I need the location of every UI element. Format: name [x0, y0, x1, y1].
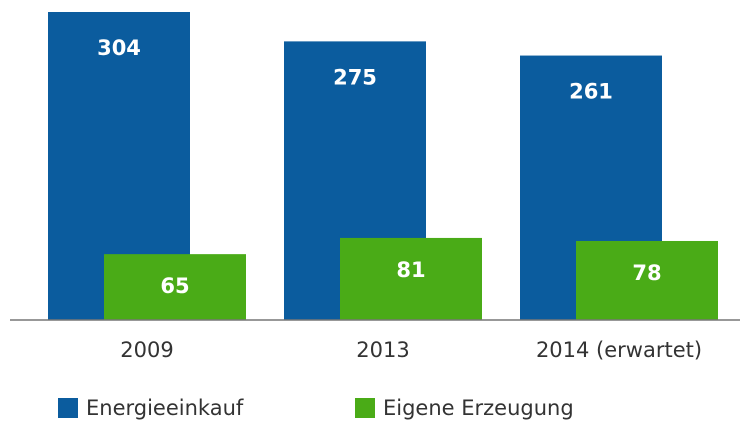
legend-swatch — [355, 398, 375, 418]
value-label: 78 — [632, 261, 661, 285]
legend-label: Eigene Erzeugung — [383, 396, 574, 420]
legend-label: Energieeinkauf — [86, 396, 244, 420]
bar — [340, 237, 482, 320]
x-tick-label: 2013 — [356, 338, 409, 362]
value-label: 81 — [396, 258, 425, 282]
x-tick-label: 2009 — [120, 338, 173, 362]
x-tick-label: 2014 (erwartet) — [536, 338, 702, 362]
legend-swatch — [58, 398, 78, 418]
bar — [576, 240, 718, 320]
value-label: 304 — [97, 36, 141, 60]
value-label: 275 — [333, 65, 377, 89]
value-label: 261 — [569, 80, 613, 104]
value-label: 65 — [160, 274, 189, 298]
bar — [104, 254, 246, 320]
